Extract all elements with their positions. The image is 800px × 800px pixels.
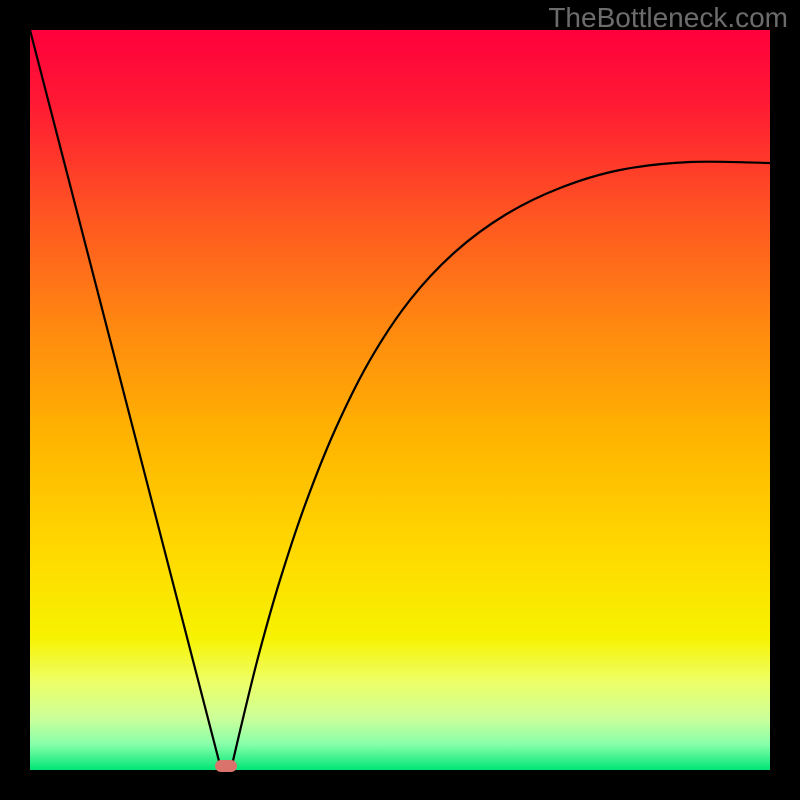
watermark-text: TheBottleneck.com	[548, 2, 788, 34]
minimum-marker	[215, 760, 237, 772]
plot-background	[30, 30, 770, 770]
chart-svg	[0, 0, 800, 800]
